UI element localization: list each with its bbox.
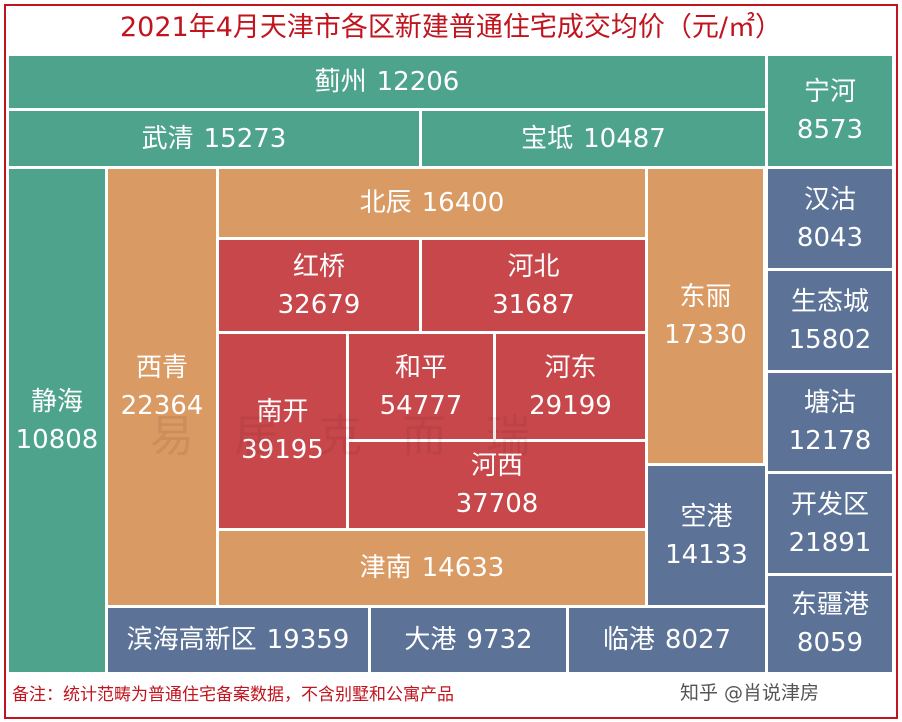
district-name: 生态城 (790, 286, 869, 317)
district-name: 和平 (394, 352, 447, 383)
district-price: 21891 (788, 527, 872, 558)
district-name: 宝坻 (521, 123, 574, 154)
district-cell-hexi: 河西 37708 (346, 439, 648, 531)
district-name: 静海 (30, 386, 83, 417)
district-cell-heping: 和平 54777 (346, 331, 496, 442)
district-name: 空港 (680, 501, 733, 532)
district-cell-lingang: 临港 8027 (566, 605, 768, 675)
district-name: 蓟州 (314, 67, 367, 97)
district-cell-beichen: 北辰 16400 (216, 166, 648, 240)
district-cell-wuqing: 武清 15273 (6, 108, 422, 169)
district-name: 东丽 (679, 282, 732, 312)
district-name: 红桥 (292, 251, 345, 282)
district-price: 37708 (455, 489, 539, 519)
district-cell-tanggu: 塘沽 12178 (765, 370, 895, 474)
district-cell-baodi: 宝坻 10487 (419, 108, 768, 169)
district-price: 8043 (796, 222, 864, 253)
district-name: 汉沽 (803, 184, 856, 215)
district-cell-xiqing: 西青 22364 (105, 166, 219, 608)
district-name: 临港 (602, 625, 655, 655)
district-cell-kaifaqu: 开发区 21891 (765, 471, 895, 576)
district-name: 津南 (359, 553, 412, 583)
district-price: 39195 (241, 435, 324, 465)
district-price: 10487 (583, 123, 666, 154)
district-price: 14633 (421, 553, 505, 583)
district-name: 西青 (135, 353, 188, 383)
district-price: 15273 (203, 123, 287, 154)
district-name: 大港 (404, 625, 457, 655)
district-price: 32679 (277, 289, 361, 320)
source-credit: 知乎 @肖说津房 (680, 682, 820, 704)
district-cell-jinnan: 津南 14633 (216, 528, 648, 608)
district-price: 54777 (379, 390, 463, 421)
district-price: 15802 (788, 324, 872, 355)
district-cell-hangu: 汉沽 8043 (765, 166, 895, 271)
district-cell-shengtaicheng: 生态城 15802 (765, 268, 895, 373)
district-price: 17330 (664, 320, 747, 350)
district-name: 滨海高新区 (126, 625, 257, 655)
district-cell-hongqiao: 红桥 32679 (216, 237, 422, 334)
district-price: 8027 (664, 625, 732, 655)
footnote: 备注：统计范畴为普通住宅备案数据，不含别墅和公寓产品 (12, 685, 454, 705)
district-cell-ninghe: 宁河 8573 (765, 53, 895, 169)
district-name: 河西 (470, 451, 523, 481)
district-price: 19359 (266, 625, 350, 655)
district-price: 14133 (665, 539, 748, 570)
district-cell-hebei: 河北 31687 (419, 237, 648, 334)
district-cell-jinghai: 静海 10808 (6, 166, 108, 675)
district-name: 河北 (507, 251, 560, 282)
district-name: 河东 (544, 352, 597, 383)
district-price: 22364 (120, 391, 204, 421)
district-cell-dongjianggang: 东疆港 8059 (765, 573, 895, 675)
district-cell-jizhou: 蓟州 12206 (6, 53, 768, 111)
district-price: 8059 (796, 628, 864, 658)
district-name: 宁河 (803, 77, 856, 107)
district-price: 9732 (466, 625, 533, 655)
district-price: 12178 (788, 426, 872, 456)
district-name: 北辰 (359, 188, 412, 218)
district-name: 南开 (256, 397, 309, 427)
district-cell-dagang: 大港 9732 (368, 605, 569, 675)
district-price: 29199 (529, 390, 612, 421)
chart-title: 2021年4月天津市各区新建普通住宅成交均价（元/㎡） (120, 12, 782, 43)
district-name: 开发区 (790, 489, 869, 520)
district-price: 10808 (15, 424, 99, 455)
district-cell-nankai: 南开 39195 (216, 331, 349, 531)
district-name: 东疆港 (790, 590, 869, 620)
district-name: 塘沽 (803, 388, 856, 418)
district-cell-hedong: 河东 29199 (493, 331, 648, 442)
district-cell-dongli: 东丽 17330 (645, 166, 766, 466)
district-price: 12206 (376, 67, 460, 97)
district-cell-konggang: 空港 14133 (645, 463, 768, 608)
district-cell-binhaigaoxin: 滨海高新区 19359 (105, 605, 371, 675)
district-price: 31687 (492, 289, 575, 320)
district-price: 8573 (796, 115, 864, 145)
district-name: 武清 (141, 123, 194, 154)
district-price: 16400 (421, 188, 505, 218)
